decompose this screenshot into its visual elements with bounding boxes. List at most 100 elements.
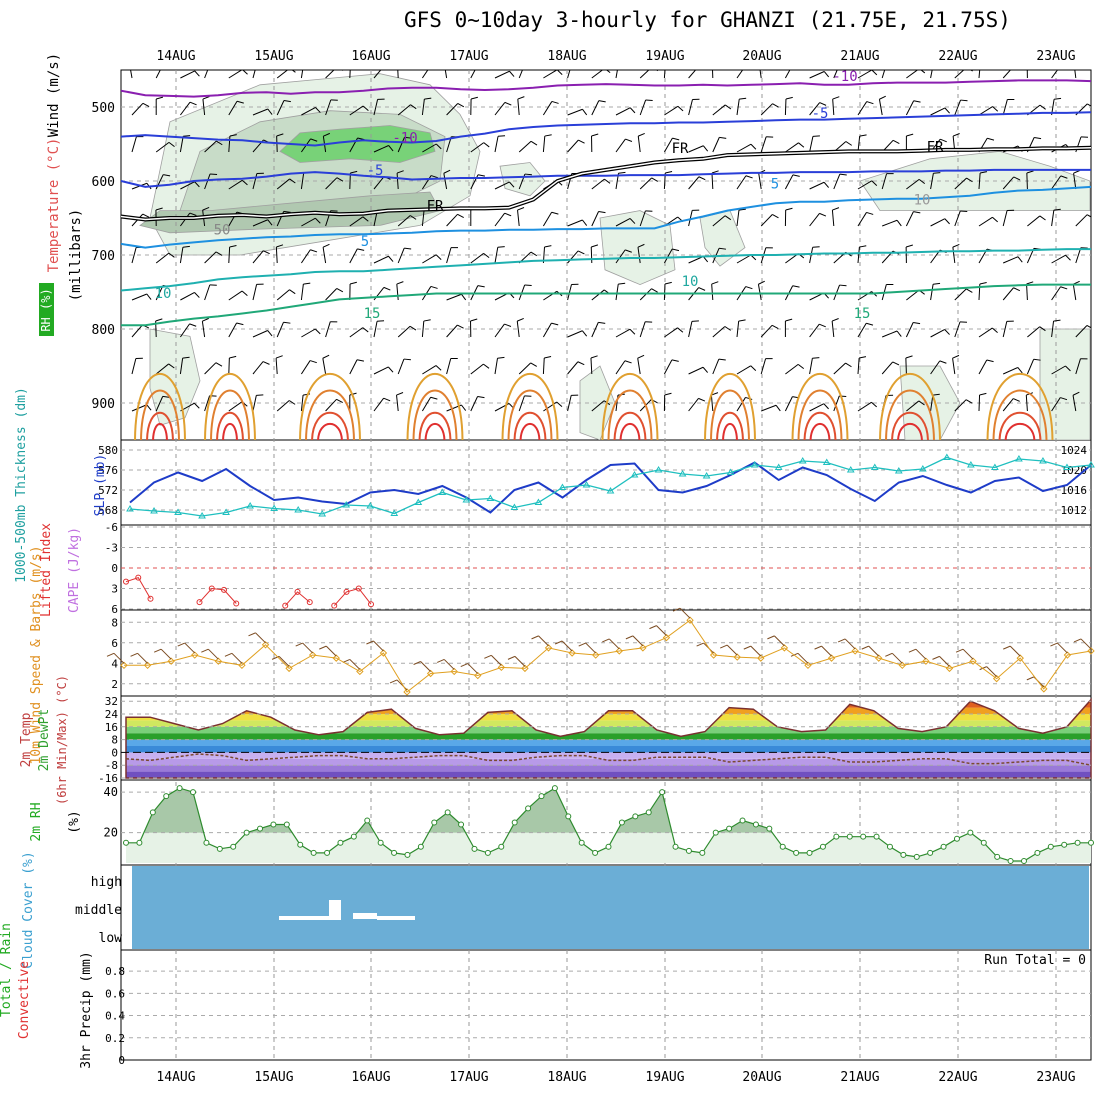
wind-barb (421, 397, 432, 412)
wind-barb (228, 322, 237, 338)
wind-barb-flag (798, 142, 805, 148)
temp-band (126, 720, 1091, 727)
wind-barb (300, 70, 304, 79)
wind-barb-flag (745, 175, 753, 179)
rh-point (270, 821, 277, 828)
wind-barb (952, 358, 956, 375)
wind-barb-flag (477, 396, 485, 399)
wind-barb-flag (698, 397, 706, 402)
date-label-bottom: 19AUG (645, 1070, 684, 1085)
wind10-barb-flag (720, 644, 728, 649)
warm-contour (998, 411, 1042, 440)
wind-barb (228, 70, 243, 79)
wind10-barb (891, 652, 903, 664)
wind-barb-flag (1065, 365, 1071, 372)
wind-barb-flag (544, 356, 552, 359)
wind-barb (857, 136, 861, 153)
wind-barb-flag (194, 181, 200, 188)
wind-barb (444, 70, 448, 79)
wind-barb-flag (598, 100, 606, 103)
li-point (343, 588, 350, 595)
wind-barb (421, 70, 429, 79)
wind-barb-flag (483, 363, 490, 369)
wind-barb (688, 176, 700, 190)
wind-barb (204, 362, 217, 375)
wind-barb-flag (1039, 326, 1046, 332)
rh-point (980, 839, 987, 846)
wind-barb-flag (1013, 398, 1020, 402)
wind-barb (470, 363, 484, 375)
wind-point (379, 649, 388, 657)
wind-barb (881, 70, 886, 79)
wind-barb-flag (303, 282, 311, 285)
wind-barb-flag (1053, 208, 1061, 211)
wind-barb-flag (509, 181, 515, 188)
warm-contour (501, 372, 559, 440)
wind-barb-flag (336, 398, 343, 403)
wind-barb (228, 401, 243, 412)
temp-line (125, 697, 1092, 779)
wind-barb-flag (665, 171, 673, 174)
wind-barb-flag (236, 100, 244, 104)
wind-barb (373, 397, 385, 412)
date-label-bottom: 23AUG (1036, 1070, 1075, 1085)
wind-barb-flag (839, 173, 847, 176)
wind10-barb (467, 663, 479, 674)
li-point (233, 600, 240, 607)
wind-barb-flag (792, 285, 800, 288)
wind-barb (204, 140, 217, 153)
wind10-barb-flag (224, 652, 233, 657)
wind-barb (494, 212, 506, 227)
date-label-top: 18AUG (547, 49, 586, 64)
wind-barb (1074, 70, 1077, 79)
wind10-barb (184, 642, 196, 654)
wind-point (120, 661, 128, 670)
wind-barb-flag (932, 393, 940, 396)
precip-panel: 0.8 0.6 0.4 0.2 0 Run Total = 0 (105, 953, 1091, 1067)
wind-barb (518, 70, 523, 79)
wind-barb (882, 330, 898, 338)
warm-contour (216, 411, 244, 440)
wind-barb-flag (309, 360, 317, 364)
li-tick: 3 (111, 583, 118, 596)
wind-barb (637, 136, 641, 153)
rh-point (886, 843, 893, 850)
wind10-barb-flag (554, 640, 563, 645)
thickness-point (654, 466, 663, 473)
wind-barb-flag (524, 173, 532, 176)
wind-barb-flag (478, 64, 485, 66)
wind-barb (831, 321, 835, 338)
wind-barb-flag (871, 70, 878, 76)
li-line (333, 587, 372, 606)
wind10-barb (113, 652, 125, 664)
warm-contour (897, 423, 923, 440)
wind-barb (252, 284, 258, 301)
wind-barb (831, 210, 835, 227)
wind-barb (228, 290, 243, 301)
wind-barb (131, 404, 147, 412)
rh-point (1061, 841, 1068, 848)
wind-point (544, 644, 553, 652)
wind-barb-flag (1065, 254, 1071, 261)
wind-barb (422, 254, 437, 264)
wind-barb-flag (504, 212, 512, 217)
wind-barb-flag (530, 140, 538, 146)
wind-barb-flag (283, 210, 291, 213)
wind10-barb-flag (932, 655, 940, 660)
wind10-barb (349, 659, 361, 670)
wind-barb-flag (677, 105, 684, 112)
wind-barb-flag (267, 219, 273, 226)
wind-point (426, 669, 435, 678)
run-total: Run Total = 0 (984, 953, 1086, 968)
warm-contour (134, 372, 186, 440)
wind10-barb (491, 654, 502, 666)
wind-point (191, 651, 199, 659)
wind-barb (567, 330, 583, 338)
wind-barb-flag (591, 244, 599, 248)
wind-barb (421, 321, 425, 338)
wind-point (332, 654, 340, 662)
wind-barb-flag (699, 66, 705, 69)
date-axis-labels: 14AUG 14AUG 15AUG 15AUG 16AUG 16AUG 17AUG 17AUG… (156, 49, 1075, 1085)
wind-barb (906, 400, 920, 412)
wind-barb (397, 137, 405, 153)
